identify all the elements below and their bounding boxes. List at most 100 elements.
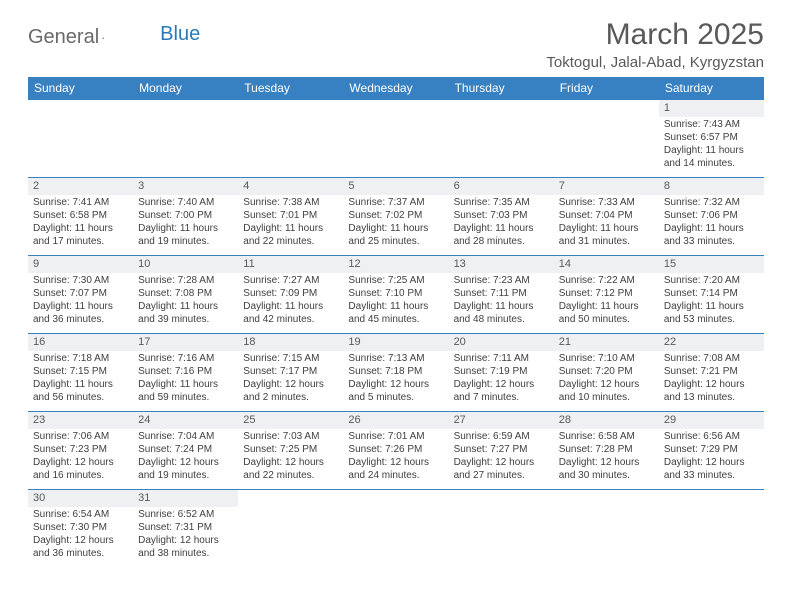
- calendar-cell: 11Sunrise: 7:27 AMSunset: 7:09 PMDayligh…: [238, 256, 343, 334]
- calendar-cell: 28Sunrise: 6:58 AMSunset: 7:28 PMDayligh…: [554, 412, 659, 490]
- calendar-cell: 15Sunrise: 7:20 AMSunset: 7:14 PMDayligh…: [659, 256, 764, 334]
- day-details: Sunrise: 6:56 AMSunset: 7:29 PMDaylight:…: [659, 429, 764, 486]
- day-number: 11: [238, 256, 343, 273]
- calendar-cell: 3Sunrise: 7:40 AMSunset: 7:00 PMDaylight…: [133, 178, 238, 256]
- day-number: 17: [133, 334, 238, 351]
- weekday-header: Tuesday: [238, 77, 343, 100]
- calendar-cell: 13Sunrise: 7:23 AMSunset: 7:11 PMDayligh…: [449, 256, 554, 334]
- calendar-cell: 20Sunrise: 7:11 AMSunset: 7:19 PMDayligh…: [449, 334, 554, 412]
- day-number: 29: [659, 412, 764, 429]
- calendar-cell: 31Sunrise: 6:52 AMSunset: 7:31 PMDayligh…: [133, 490, 238, 568]
- calendar-cell: 6Sunrise: 7:35 AMSunset: 7:03 PMDaylight…: [449, 178, 554, 256]
- calendar-cell: 29Sunrise: 6:56 AMSunset: 7:29 PMDayligh…: [659, 412, 764, 490]
- day-details: Sunrise: 7:15 AMSunset: 7:17 PMDaylight:…: [238, 351, 343, 408]
- calendar-cell: [28, 100, 133, 178]
- calendar-cell: [133, 100, 238, 178]
- calendar-cell: 10Sunrise: 7:28 AMSunset: 7:08 PMDayligh…: [133, 256, 238, 334]
- day-details: Sunrise: 7:18 AMSunset: 7:15 PMDaylight:…: [28, 351, 133, 408]
- day-number: 9: [28, 256, 133, 273]
- day-details: Sunrise: 7:10 AMSunset: 7:20 PMDaylight:…: [554, 351, 659, 408]
- calendar-cell: [343, 490, 448, 568]
- day-details: Sunrise: 7:41 AMSunset: 6:58 PMDaylight:…: [28, 195, 133, 252]
- weekday-header: Monday: [133, 77, 238, 100]
- day-details: Sunrise: 7:43 AMSunset: 6:57 PMDaylight:…: [659, 117, 764, 174]
- calendar-cell: 21Sunrise: 7:10 AMSunset: 7:20 PMDayligh…: [554, 334, 659, 412]
- calendar-cell: 12Sunrise: 7:25 AMSunset: 7:10 PMDayligh…: [343, 256, 448, 334]
- day-details: Sunrise: 7:08 AMSunset: 7:21 PMDaylight:…: [659, 351, 764, 408]
- calendar-cell: 16Sunrise: 7:18 AMSunset: 7:15 PMDayligh…: [28, 334, 133, 412]
- weekday-header-row: SundayMondayTuesdayWednesdayThursdayFrid…: [28, 77, 764, 100]
- day-number: 25: [238, 412, 343, 429]
- day-details: Sunrise: 7:23 AMSunset: 7:11 PMDaylight:…: [449, 273, 554, 330]
- calendar-cell: 23Sunrise: 7:06 AMSunset: 7:23 PMDayligh…: [28, 412, 133, 490]
- day-number: 3: [133, 178, 238, 195]
- calendar-cell: 18Sunrise: 7:15 AMSunset: 7:17 PMDayligh…: [238, 334, 343, 412]
- day-number: 26: [343, 412, 448, 429]
- day-details: Sunrise: 7:40 AMSunset: 7:00 PMDaylight:…: [133, 195, 238, 252]
- day-details: Sunrise: 6:59 AMSunset: 7:27 PMDaylight:…: [449, 429, 554, 486]
- logo-text-blue: Blue: [160, 23, 200, 46]
- calendar-row: 2Sunrise: 7:41 AMSunset: 6:58 PMDaylight…: [28, 178, 764, 256]
- logo-sail-icon: [102, 29, 105, 47]
- day-number: 23: [28, 412, 133, 429]
- day-number: 6: [449, 178, 554, 195]
- calendar-cell: 22Sunrise: 7:08 AMSunset: 7:21 PMDayligh…: [659, 334, 764, 412]
- day-details: Sunrise: 7:32 AMSunset: 7:06 PMDaylight:…: [659, 195, 764, 252]
- day-number: 15: [659, 256, 764, 273]
- calendar-cell: [554, 490, 659, 568]
- calendar-cell: 8Sunrise: 7:32 AMSunset: 7:06 PMDaylight…: [659, 178, 764, 256]
- calendar-cell: 19Sunrise: 7:13 AMSunset: 7:18 PMDayligh…: [343, 334, 448, 412]
- day-details: Sunrise: 6:52 AMSunset: 7:31 PMDaylight:…: [133, 507, 238, 564]
- day-number: 12: [343, 256, 448, 273]
- calendar-cell: 7Sunrise: 7:33 AMSunset: 7:04 PMDaylight…: [554, 178, 659, 256]
- calendar-table: SundayMondayTuesdayWednesdayThursdayFrid…: [28, 77, 764, 568]
- day-number: 30: [28, 490, 133, 507]
- day-details: Sunrise: 7:27 AMSunset: 7:09 PMDaylight:…: [238, 273, 343, 330]
- day-number: 16: [28, 334, 133, 351]
- day-details: Sunrise: 7:33 AMSunset: 7:04 PMDaylight:…: [554, 195, 659, 252]
- calendar-cell: [554, 100, 659, 178]
- day-number: 7: [554, 178, 659, 195]
- day-details: Sunrise: 7:01 AMSunset: 7:26 PMDaylight:…: [343, 429, 448, 486]
- day-details: Sunrise: 7:35 AMSunset: 7:03 PMDaylight:…: [449, 195, 554, 252]
- day-details: Sunrise: 6:58 AMSunset: 7:28 PMDaylight:…: [554, 429, 659, 486]
- day-number: 20: [449, 334, 554, 351]
- calendar-cell: [659, 490, 764, 568]
- calendar-cell: [343, 100, 448, 178]
- calendar-row: 30Sunrise: 6:54 AMSunset: 7:30 PMDayligh…: [28, 490, 764, 568]
- day-details: Sunrise: 7:03 AMSunset: 7:25 PMDaylight:…: [238, 429, 343, 486]
- calendar-cell: [449, 490, 554, 568]
- calendar-row: 23Sunrise: 7:06 AMSunset: 7:23 PMDayligh…: [28, 412, 764, 490]
- calendar-cell: 30Sunrise: 6:54 AMSunset: 7:30 PMDayligh…: [28, 490, 133, 568]
- header: General Blue March 2025 Toktogul, Jalal-…: [28, 18, 764, 71]
- calendar-cell: 1Sunrise: 7:43 AMSunset: 6:57 PMDaylight…: [659, 100, 764, 178]
- day-details: Sunrise: 7:13 AMSunset: 7:18 PMDaylight:…: [343, 351, 448, 408]
- day-details: Sunrise: 7:37 AMSunset: 7:02 PMDaylight:…: [343, 195, 448, 252]
- day-details: Sunrise: 7:30 AMSunset: 7:07 PMDaylight:…: [28, 273, 133, 330]
- day-number: 2: [28, 178, 133, 195]
- day-number: 18: [238, 334, 343, 351]
- location: Toktogul, Jalal-Abad, Kyrgyzstan: [546, 54, 764, 71]
- calendar-cell: [238, 490, 343, 568]
- day-number: 13: [449, 256, 554, 273]
- weekday-header: Wednesday: [343, 77, 448, 100]
- day-number: 24: [133, 412, 238, 429]
- page-title: March 2025: [546, 18, 764, 52]
- day-number: 4: [238, 178, 343, 195]
- calendar-cell: 14Sunrise: 7:22 AMSunset: 7:12 PMDayligh…: [554, 256, 659, 334]
- calendar-cell: 4Sunrise: 7:38 AMSunset: 7:01 PMDaylight…: [238, 178, 343, 256]
- title-block: March 2025 Toktogul, Jalal-Abad, Kyrgyzs…: [546, 18, 764, 71]
- weekday-header: Saturday: [659, 77, 764, 100]
- day-number: 5: [343, 178, 448, 195]
- calendar-row: 1Sunrise: 7:43 AMSunset: 6:57 PMDaylight…: [28, 100, 764, 178]
- day-details: Sunrise: 7:28 AMSunset: 7:08 PMDaylight:…: [133, 273, 238, 330]
- day-details: Sunrise: 6:54 AMSunset: 7:30 PMDaylight:…: [28, 507, 133, 564]
- logo: General Blue: [28, 26, 200, 49]
- day-number: 21: [554, 334, 659, 351]
- calendar-cell: 26Sunrise: 7:01 AMSunset: 7:26 PMDayligh…: [343, 412, 448, 490]
- day-number: 14: [554, 256, 659, 273]
- day-details: Sunrise: 7:04 AMSunset: 7:24 PMDaylight:…: [133, 429, 238, 486]
- calendar-cell: 9Sunrise: 7:30 AMSunset: 7:07 PMDaylight…: [28, 256, 133, 334]
- calendar-cell: 2Sunrise: 7:41 AMSunset: 6:58 PMDaylight…: [28, 178, 133, 256]
- day-details: Sunrise: 7:16 AMSunset: 7:16 PMDaylight:…: [133, 351, 238, 408]
